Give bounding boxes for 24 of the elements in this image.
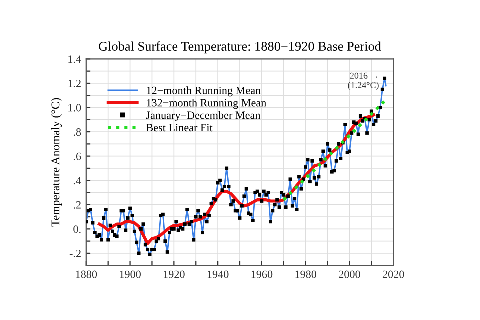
y-tick-label: 0. [74,226,81,234]
y-tick-label: .6 [74,152,82,160]
chart-title: Global Surface Temperature: 1880−1920 Base Period [99,42,382,54]
y-tick-label: 1.0 [68,104,82,112]
y-tick-label: .8 [74,128,82,136]
x-tick-label: 1960 [252,270,273,278]
annotation: 2016 → (1.24°C) [348,72,379,90]
legend-label: Best Linear Fit [146,124,213,132]
x-tick-label: 1920 [164,270,185,278]
legend-label: January−December Mean [146,111,261,122]
y-axis-title: Temperature Anomaly (°C) [51,98,62,227]
x-tick-label: 1940 [208,270,229,278]
legend-label: 12−month Running Mean [147,86,261,97]
x-tick-label: 2000 [339,270,360,278]
x-tick-label: 2020 [382,270,404,278]
legend-label: 132−month Running Mean [147,98,266,110]
y-tick-label: 1.2 [68,80,81,88]
y-tick-label: 1.4 [68,56,82,64]
y-tick-label: .2 [74,201,81,209]
x-tick-label: 1980 [296,270,317,278]
y-tick-label: -.2 [70,250,81,258]
x-tick-label: 1880 [76,270,98,278]
y-tick-label: .4 [74,177,82,185]
x-tick-label: 1900 [120,270,141,278]
